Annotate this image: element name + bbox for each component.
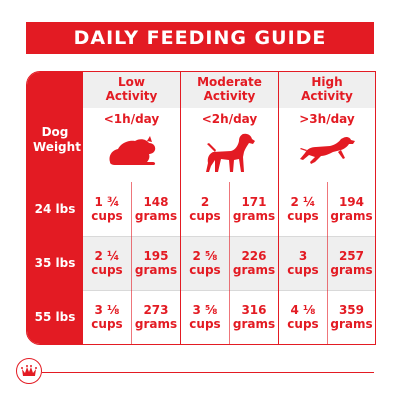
cups-unit: cups <box>189 317 221 331</box>
column-divider <box>278 72 279 344</box>
grams-cell: 273 grams <box>132 290 180 344</box>
column-header-high: High Activity <box>279 72 375 108</box>
cups-cell: 3 cups <box>279 236 327 290</box>
cups-unit: cups <box>287 209 319 223</box>
column-label: Low <box>118 75 145 90</box>
column-header-moderate: Moderate Activity <box>181 72 278 108</box>
grams-cell: 257 grams <box>328 236 375 290</box>
grams-unit: grams <box>232 209 276 223</box>
cups-value: 2 ¼ <box>290 194 316 209</box>
weight-column: Dog Weight 24 lbs 35 lbs 55 lbs <box>27 72 83 344</box>
cups-cell: 2 cups <box>181 182 229 236</box>
cups-unit: cups <box>91 317 123 331</box>
feeding-table: Dog Weight 24 lbs 35 lbs 55 lbs Low Activ… <box>26 71 376 345</box>
royal-crown-logo-icon <box>16 358 42 384</box>
activity-hours: >3h/day <box>299 112 355 126</box>
cups-cell: 2 ⅝ cups <box>181 236 229 290</box>
weight-label: 24 lbs <box>34 201 76 216</box>
grams-unit: grams <box>232 263 276 277</box>
grams-cell: 195 grams <box>132 236 180 290</box>
cups-value: 2 <box>200 194 210 209</box>
cups-value: 2 ¼ <box>94 248 120 263</box>
row-header-text: Dog Weight <box>33 125 81 154</box>
grams-unit: grams <box>330 317 373 331</box>
grams-unit: grams <box>134 317 178 331</box>
cups-cell: 1 ¾ cups <box>83 182 131 236</box>
grams-cell: 226 grams <box>230 236 278 290</box>
grams-cell: 148 grams <box>132 182 180 236</box>
running-dog-icon <box>279 130 375 176</box>
cups-cell: 2 ¼ cups <box>83 236 131 290</box>
grams-unit: grams <box>330 209 373 223</box>
cups-value: 1 ¾ <box>94 194 120 209</box>
cups-unit: cups <box>189 263 221 277</box>
column-label: High <box>311 75 343 90</box>
column-label: Activity <box>105 89 158 103</box>
header-band <box>83 72 375 108</box>
cups-cell: 3 ⅝ cups <box>181 290 229 344</box>
cups-cell: 3 ⅛ cups <box>83 290 131 344</box>
grams-unit: grams <box>134 263 178 277</box>
cups-value: 3 ⅛ <box>94 302 120 317</box>
cups-value: 4 ⅛ <box>290 302 316 317</box>
weight-label: 35 lbs <box>34 255 76 270</box>
page-title: DAILY FEEDING GUIDE <box>26 22 374 54</box>
grams-unit: grams <box>330 263 373 277</box>
grams-value: 226 <box>241 248 267 263</box>
row-header-label: Dog Weight <box>27 120 83 160</box>
column-label: Moderate <box>197 75 262 90</box>
grams-unit: grams <box>134 209 178 223</box>
grams-cell: 359 grams <box>328 290 375 344</box>
grams-value: 273 <box>143 302 169 317</box>
grams-cell: 171 grams <box>230 182 278 236</box>
grams-value: 194 <box>338 194 365 209</box>
cell-divider <box>131 182 132 344</box>
cups-value: 2 ⅝ <box>192 248 218 263</box>
grams-value: 171 <box>241 194 267 209</box>
column-divider <box>180 72 181 344</box>
column-label: Activity <box>203 89 256 103</box>
cups-cell: 2 ¼ cups <box>279 182 327 236</box>
column-header-low: Low Activity <box>83 72 180 108</box>
cups-unit: cups <box>189 209 221 223</box>
cups-unit: cups <box>91 263 123 277</box>
footer-divider <box>42 372 374 373</box>
standing-dog-icon <box>181 130 278 176</box>
cups-value: 3 <box>298 248 308 263</box>
resting-dog-icon <box>83 130 180 176</box>
cups-unit: cups <box>287 263 319 277</box>
grams-value: 257 <box>338 248 365 263</box>
grams-cell: 194 grams <box>328 182 375 236</box>
cups-cell: 4 ⅛ cups <box>279 290 327 344</box>
activity-hours: <2h/day <box>201 112 258 126</box>
grams-value: 359 <box>338 302 365 317</box>
column-label: Activity <box>301 89 353 103</box>
grams-cell: 316 grams <box>230 290 278 344</box>
cups-unit: cups <box>91 209 123 223</box>
cups-unit: cups <box>287 317 319 331</box>
grams-value: 316 <box>241 302 267 317</box>
grams-value: 195 <box>143 248 169 263</box>
weight-label: 55 lbs <box>34 309 76 324</box>
activity-hours: <1h/day <box>103 112 160 126</box>
grams-value: 148 <box>143 194 169 209</box>
cell-divider <box>229 182 230 344</box>
cups-value: 3 ⅝ <box>192 302 218 317</box>
grams-unit: grams <box>232 317 276 331</box>
cell-divider <box>327 182 328 344</box>
